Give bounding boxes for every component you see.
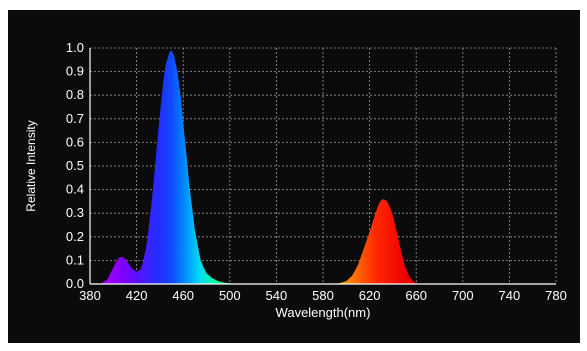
y-tick-label: 0.2 <box>66 229 84 244</box>
x-tick-label: 500 <box>219 288 241 303</box>
spectrum-area <box>90 50 556 284</box>
spectrum-chart: 380 420 460 500 540 580 620 660 700 740 780 0.0 0.1 0… <box>24 40 567 320</box>
x-tick-label: 540 <box>266 288 288 303</box>
y-axis-label: Relative Intensity <box>24 120 38 211</box>
x-tick-label: 700 <box>452 288 474 303</box>
x-tick-label: 740 <box>499 288 521 303</box>
y-tick-label: 0.4 <box>66 182 84 197</box>
x-axis-label: Wavelength(nm) <box>276 305 371 320</box>
y-tick-label: 0.7 <box>66 111 84 126</box>
x-tick-label: 420 <box>126 288 148 303</box>
series-layer <box>90 50 556 284</box>
x-tick-label: 620 <box>359 288 381 303</box>
x-tick-label: 660 <box>405 288 427 303</box>
y-tick-label: 1.0 <box>66 40 84 55</box>
y-tick-label: 0.9 <box>66 64 84 79</box>
y-tick-label: 0.3 <box>66 205 84 220</box>
x-tick-label: 380 <box>79 288 101 303</box>
x-tick-label: 780 <box>545 288 567 303</box>
y-tick-label: 0.1 <box>66 252 84 267</box>
tick-labels: 380 420 460 500 540 580 620 660 700 740 780 0.0 0.1 0… <box>66 40 567 303</box>
y-tick-label: 0.6 <box>66 134 84 149</box>
x-tick-label: 460 <box>172 288 194 303</box>
y-tick-label: 0.5 <box>66 158 84 173</box>
y-tick-label: 0.8 <box>66 87 84 102</box>
y-tick-label: 0.0 <box>66 276 84 291</box>
x-tick-label: 580 <box>312 288 334 303</box>
axis-layer <box>89 48 556 285</box>
chart-panel: 380 420 460 500 540 580 620 660 700 740 780 0.0 0.1 0… <box>8 10 580 343</box>
